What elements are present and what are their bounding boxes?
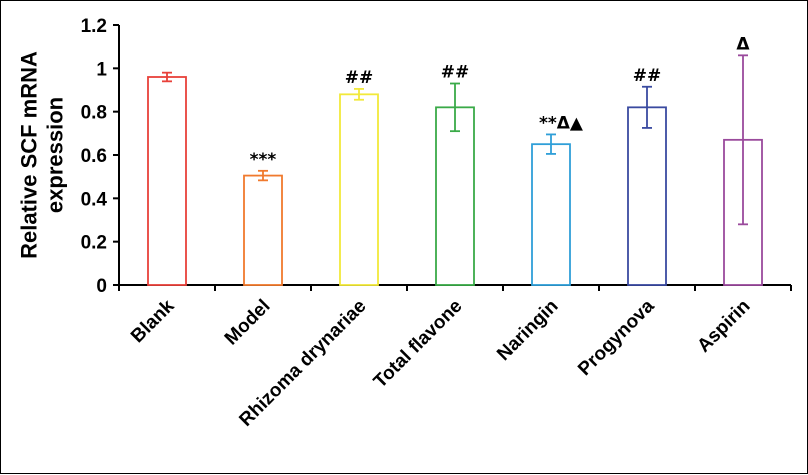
significance-label: **Δ▲ (539, 113, 584, 133)
category-label: Total flavone (370, 296, 467, 393)
y-tick-label: 0.8 (81, 103, 107, 124)
significance-label: ## (441, 63, 470, 83)
y-axis-title-line: Relative SCF mRNA (17, 51, 42, 259)
bar (147, 76, 187, 286)
y-tick-label: 1.2 (81, 16, 107, 37)
y-tick-label: 0.2 (81, 233, 107, 254)
category-label: Aspirin (693, 296, 754, 357)
category-label: Blank (127, 295, 179, 347)
bar (531, 143, 571, 286)
y-ticks: 0 0.2 0.4 0.6 0.8 1 1.2 (81, 16, 119, 297)
significance-label: ## (345, 68, 374, 88)
y-axis-label: Relative SCF mRNA expression (17, 51, 68, 259)
bar (627, 106, 667, 286)
bar (435, 106, 475, 286)
category-label: Naringin (493, 296, 562, 365)
bars (147, 76, 763, 286)
significance-label: Δ (736, 34, 750, 54)
bar (339, 93, 379, 286)
error-bars (162, 54, 748, 226)
bar (243, 174, 283, 286)
y-tick-label: 1 (96, 59, 107, 80)
significance-label: ## (633, 66, 662, 86)
y-tick-label: 0 (96, 276, 107, 297)
category-label: Model (221, 296, 275, 350)
significance-label: *** (250, 150, 277, 170)
y-tick-label: 0.4 (81, 189, 108, 210)
category-label: Progynova (574, 295, 659, 380)
significance-annotations: *** ## ## **Δ▲ ## Δ (250, 34, 751, 169)
y-axis-title-line: expression (43, 97, 68, 213)
y-tick-label: 0.6 (81, 146, 107, 167)
